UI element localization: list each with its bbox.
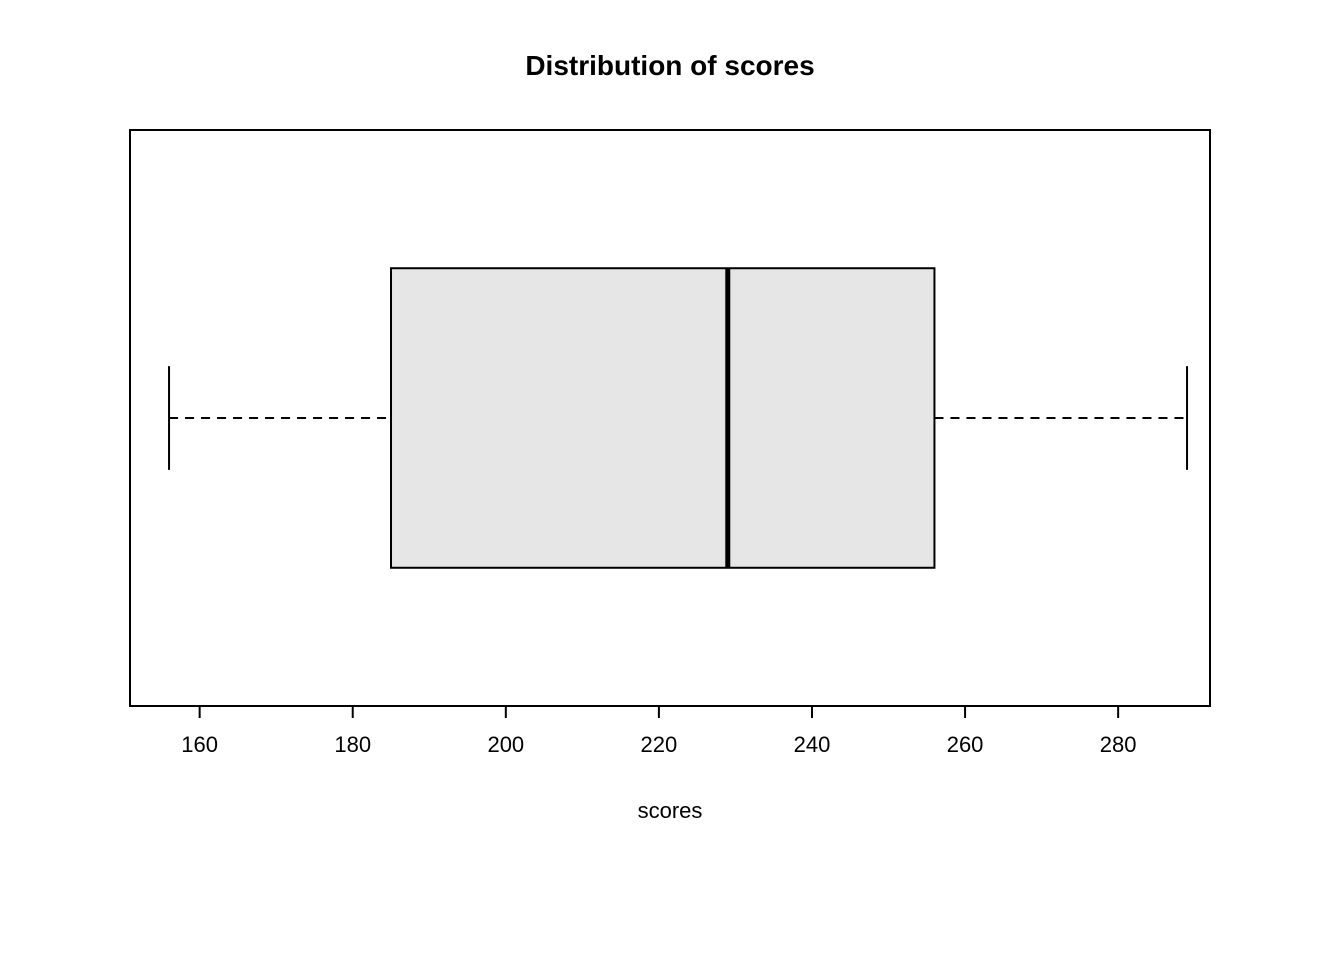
x-tick-label: 160	[181, 732, 218, 757]
x-tick-label: 220	[641, 732, 678, 757]
iqr-box	[391, 268, 934, 568]
x-tick-label: 260	[947, 732, 984, 757]
chart-title: Distribution of scores	[525, 50, 814, 81]
chart-svg: Distribution of scores 160 180 200 220 240 260…	[0, 0, 1344, 960]
x-axis-label: scores	[638, 798, 703, 823]
x-tick-label: 180	[334, 732, 371, 757]
boxplot-chart: Distribution of scores 160 180 200 220 240 260…	[0, 0, 1344, 960]
x-tick-label: 240	[794, 732, 831, 757]
x-tick-label: 200	[487, 732, 524, 757]
x-tick-label: 280	[1100, 732, 1137, 757]
